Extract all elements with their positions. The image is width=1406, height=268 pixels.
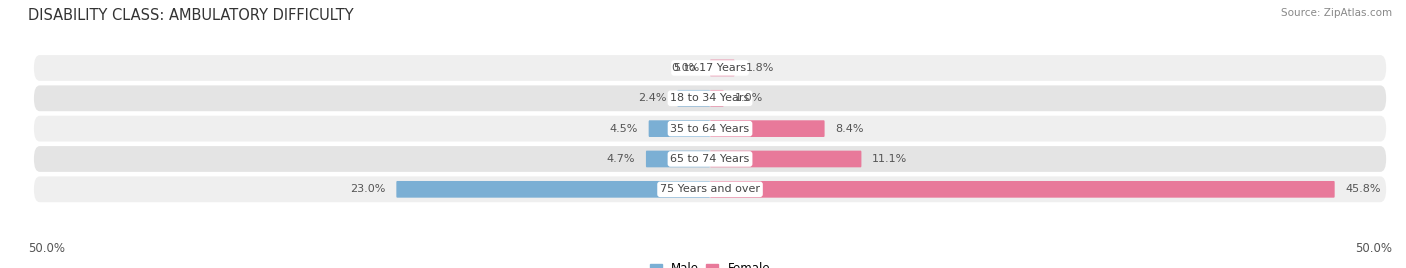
FancyBboxPatch shape: [710, 59, 734, 76]
FancyBboxPatch shape: [34, 146, 1386, 172]
Text: 1.8%: 1.8%: [745, 63, 773, 73]
Text: 50.0%: 50.0%: [1355, 241, 1392, 255]
FancyBboxPatch shape: [678, 90, 710, 107]
Text: 18 to 34 Years: 18 to 34 Years: [671, 93, 749, 103]
Text: 1.0%: 1.0%: [734, 93, 763, 103]
FancyBboxPatch shape: [645, 151, 710, 167]
Text: 5 to 17 Years: 5 to 17 Years: [673, 63, 747, 73]
Text: 45.8%: 45.8%: [1346, 184, 1381, 194]
FancyBboxPatch shape: [710, 181, 1334, 198]
FancyBboxPatch shape: [34, 116, 1386, 142]
Legend: Male, Female: Male, Female: [650, 262, 770, 268]
Text: 50.0%: 50.0%: [28, 241, 65, 255]
Text: 11.1%: 11.1%: [872, 154, 908, 164]
Text: 23.0%: 23.0%: [350, 184, 385, 194]
FancyBboxPatch shape: [648, 120, 710, 137]
Text: 0.0%: 0.0%: [671, 63, 699, 73]
Text: 65 to 74 Years: 65 to 74 Years: [671, 154, 749, 164]
FancyBboxPatch shape: [710, 120, 824, 137]
Text: 75 Years and over: 75 Years and over: [659, 184, 761, 194]
FancyBboxPatch shape: [34, 55, 1386, 81]
FancyBboxPatch shape: [710, 151, 862, 167]
Text: Source: ZipAtlas.com: Source: ZipAtlas.com: [1281, 8, 1392, 18]
Text: 8.4%: 8.4%: [835, 124, 865, 134]
FancyBboxPatch shape: [710, 90, 724, 107]
Text: 2.4%: 2.4%: [638, 93, 666, 103]
Text: 4.7%: 4.7%: [606, 154, 636, 164]
Text: 4.5%: 4.5%: [609, 124, 638, 134]
FancyBboxPatch shape: [396, 181, 710, 198]
FancyBboxPatch shape: [34, 176, 1386, 202]
FancyBboxPatch shape: [34, 85, 1386, 111]
Text: DISABILITY CLASS: AMBULATORY DIFFICULTY: DISABILITY CLASS: AMBULATORY DIFFICULTY: [28, 8, 354, 23]
Text: 35 to 64 Years: 35 to 64 Years: [671, 124, 749, 134]
